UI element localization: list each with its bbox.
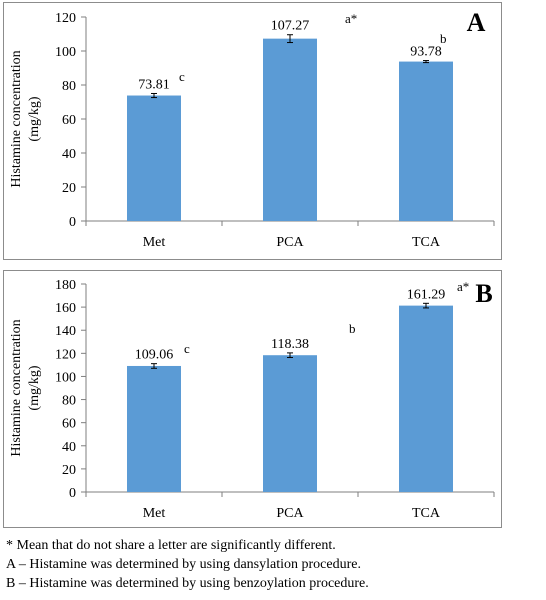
chart-b-significance-letter: a* [457, 279, 469, 294]
chart-b-y-tick-label: 60 [62, 417, 76, 432]
chart-b-y-tick-label: 20 [62, 463, 76, 478]
chart-b-bar [399, 305, 453, 492]
chart-b-y-tick-label: 160 [55, 301, 76, 316]
footnote-dansylation: A – Histamine was determined by using da… [6, 557, 361, 572]
chart-a-data-label: 93.78 [410, 45, 442, 60]
chart-a-significance-letter: c [179, 69, 185, 84]
chart-panel-a: 0 20 40 60 80 100 120 Histamine concentration (m… [3, 2, 502, 260]
chart-b-y-tick-label: 100 [55, 370, 76, 385]
chart-b-y-tick-label: 120 [55, 347, 76, 362]
chart-b-y-axis-title: (mg/kg) [27, 365, 42, 410]
chart-b-data-label: 118.38 [271, 337, 309, 352]
chart-a-x-tick-label: Met [143, 235, 166, 250]
chart-a-y-tick-label: 40 [62, 147, 76, 162]
chart-b-bar [263, 355, 317, 492]
chart-a-y-axis-title: Histamine concentration [9, 50, 24, 187]
chart-b-y-tick-label: 80 [62, 394, 76, 409]
chart-b-y-axis-title: Histamine concentration [9, 319, 24, 456]
footnote-benzoylation: B – Histamine was determined by using be… [6, 576, 369, 591]
chart-b-y-tick-label: 180 [55, 278, 76, 293]
chart-b-bar [127, 365, 181, 492]
chart-a-x-tick-label: PCA [276, 235, 304, 250]
chart-a-y-axis-title: (mg/kg) [27, 96, 42, 141]
chart-b-x-tick-label: PCA [276, 506, 304, 521]
chart-a-bar [263, 38, 317, 222]
chart-b-y-tick-label: 0 [69, 486, 76, 501]
chart-a-data-label: 73.81 [138, 77, 170, 92]
chart-a-x-tick-label: TCA [412, 235, 441, 250]
chart-b-svg: 0 20 40 60 80 100 120 140 160 180 Histamine concen… [9, 278, 495, 521]
chart-a-panel-label: A [467, 8, 486, 37]
chart-a-y-tick-label: 100 [55, 45, 76, 60]
chart-a-y-tick-label: 120 [55, 11, 76, 26]
chart-a-bar [399, 61, 453, 221]
chart-b-x-tick-label: TCA [412, 506, 441, 521]
chart-b-y-tick-label: 40 [62, 440, 76, 455]
chart-a-y-tick-label: 80 [62, 79, 76, 94]
chart-b-y-tick-label: 140 [55, 324, 76, 339]
chart-b-x-tick-label: Met [143, 506, 166, 521]
chart-a-significance-letter: a* [345, 11, 357, 26]
footnote-significance: * Mean that do not share a letter are si… [6, 538, 336, 553]
chart-a-svg: 0 20 40 60 80 100 120 Histamine concentration (m… [9, 8, 495, 250]
chart-panel-b: 0 20 40 60 80 100 120 140 160 180 Histamine concen… [3, 270, 502, 528]
chart-a-bar [127, 95, 181, 221]
chart-a-y-tick-label: 20 [62, 181, 76, 196]
chart-b-significance-letter: c [184, 341, 190, 356]
chart-a-y-tick-label: 0 [69, 215, 76, 230]
chart-a-y-tick-label: 60 [62, 113, 76, 128]
chart-b-data-label: 109.06 [135, 348, 174, 363]
chart-b-significance-letter: b [349, 321, 356, 336]
chart-a-significance-letter: b [440, 31, 447, 46]
chart-a-data-label: 107.27 [271, 19, 310, 34]
chart-b-panel-label: B [475, 279, 492, 308]
chart-b-data-label: 161.29 [407, 287, 446, 302]
